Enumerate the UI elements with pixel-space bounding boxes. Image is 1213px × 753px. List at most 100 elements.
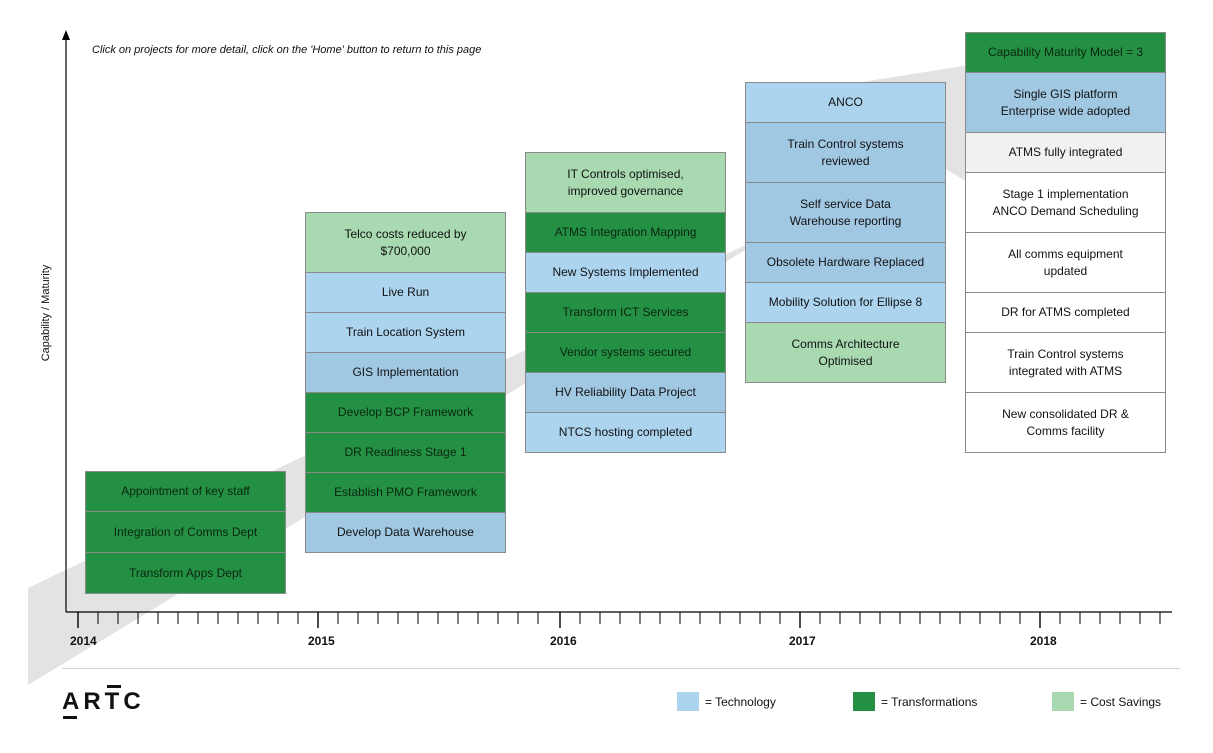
project-box[interactable]: Self service Data Warehouse reporting [745, 182, 946, 243]
project-label: All comms equipment updated [1008, 246, 1123, 280]
project-box[interactable]: Vendor systems secured [525, 332, 726, 373]
project-label: Transform Apps Dept [129, 565, 242, 582]
project-label: Self service Data Warehouse reporting [790, 196, 902, 230]
project-label-line: Train Control systems [787, 136, 904, 151]
project-label: GIS Implementation [352, 364, 458, 381]
project-box[interactable]: HV Reliability Data Project [525, 372, 726, 413]
project-box[interactable]: Train Control systems reviewed [745, 122, 946, 183]
project-label-line: updated [1043, 263, 1088, 278]
year-label-2018: 2018 [1030, 634, 1057, 648]
project-label-line: Vendor systems secured [559, 345, 692, 359]
project-box[interactable]: Live Run [305, 272, 506, 313]
project-box[interactable]: New consolidated DR & Comms facility [965, 392, 1166, 453]
project-label-line: Train Location System [346, 325, 465, 339]
project-label-line: Live Run [381, 285, 430, 299]
footer-divider [62, 668, 1180, 669]
project-box[interactable]: Stage 1 implementation ANCO Demand Schedu… [965, 172, 1166, 233]
project-label-line: $700,000 [380, 243, 431, 258]
project-label: Develop BCP Framework [338, 404, 473, 421]
year-label-2017: 2017 [789, 634, 816, 648]
project-box[interactable]: Transform ICT Services [525, 292, 726, 333]
project-box[interactable]: Train Control systems integrated with ATM… [965, 332, 1166, 393]
project-label-line: Enterprise wide adopted [1000, 103, 1131, 118]
project-box[interactable]: Appointment of key staff [85, 471, 286, 512]
project-label-line: Comms facility [1026, 423, 1105, 438]
project-label: Train Control systems reviewed [787, 136, 903, 170]
project-label: Stage 1 implementation ANCO Demand Schedu… [992, 186, 1138, 220]
project-label: Integration of Comms Dept [114, 524, 257, 541]
project-label: ATMS Integration Mapping [555, 224, 697, 241]
project-box[interactable]: IT Controls optimised, improved governanc… [525, 152, 726, 213]
project-box[interactable]: ANCO [745, 82, 946, 123]
project-label: New consolidated DR & Comms facility [1002, 406, 1129, 440]
year-label-2015: 2015 [308, 634, 335, 648]
legend-cost-savings-label: = Cost Savings [1080, 694, 1162, 709]
project-label-line: ATMS fully integrated [1008, 145, 1123, 159]
project-box[interactable]: ATMS fully integrated [965, 132, 1166, 173]
project-label: Obsolete Hardware Replaced [767, 254, 924, 271]
project-label: Comms Architecture Optimised [791, 336, 899, 370]
y-axis-arrowhead [62, 30, 70, 40]
project-label-line: Develop BCP Framework [337, 405, 474, 419]
project-label-line: Establish PMO Framework [334, 485, 477, 499]
y-axis-label: Capability / Maturity [40, 264, 52, 362]
project-box[interactable]: Single GIS platform Enterprise wide adopt… [965, 72, 1166, 133]
project-label-line: All comms equipment [1008, 246, 1123, 261]
project-box[interactable]: Train Location System [305, 312, 506, 353]
project-box[interactable]: Mobility Solution for Ellipse 8 [745, 282, 946, 323]
project-label: Mobility Solution for Ellipse 8 [769, 294, 922, 311]
project-box[interactable]: Obsolete Hardware Replaced [745, 242, 946, 283]
project-label-line: improved governance [567, 183, 684, 198]
project-box[interactable]: DR for ATMS completed [965, 292, 1166, 333]
instruction-text: Click on projects for more detail, click… [92, 44, 482, 56]
project-box[interactable]: Develop BCP Framework [305, 392, 506, 433]
project-label-line: IT Controls optimised, [567, 166, 684, 181]
legend-cost-savings: = Cost Savings [1052, 692, 1161, 711]
project-label-line: Single GIS platform [1013, 86, 1118, 101]
project-label: New Systems Implemented [552, 264, 698, 281]
project-box[interactable]: DR Readiness Stage 1 [305, 432, 506, 473]
project-box[interactable]: Develop Data Warehouse [305, 512, 506, 553]
project-box[interactable]: New Systems Implemented [525, 252, 726, 293]
project-box[interactable]: All comms equipment updated [965, 232, 1166, 293]
project-label-line: NTCS hosting completed [558, 425, 693, 439]
project-box[interactable]: Transform Apps Dept [85, 552, 286, 594]
project-label: IT Controls optimised, improved governanc… [567, 166, 684, 200]
project-label-line: ATMS Integration Mapping [554, 225, 697, 239]
project-label: Live Run [382, 284, 429, 301]
legend-technology-label: = Technology [705, 694, 776, 709]
logo-overline [107, 685, 121, 688]
project-label-line: Capability Maturity Model = 3 [987, 45, 1144, 59]
project-box[interactable]: ATMS Integration Mapping [525, 212, 726, 253]
project-label: Develop Data Warehouse [337, 524, 474, 541]
project-label: Single GIS platform Enterprise wide adopt… [1001, 86, 1130, 120]
project-label: Capability Maturity Model = 3 [988, 44, 1143, 61]
artc-logo: ARTC [62, 688, 145, 715]
project-label-line: DR for ATMS completed [1001, 305, 1130, 319]
year-label-2016: 2016 [550, 634, 577, 648]
project-label: Train Location System [346, 324, 465, 341]
legend-technology: = Technology [677, 692, 776, 711]
project-label-line: Stage 1 implementation [1002, 186, 1129, 201]
project-label: ANCO [828, 94, 863, 111]
project-label: Appointment of key staff [121, 483, 250, 500]
project-box[interactable]: Integration of Comms Dept [85, 511, 286, 553]
logo-underline [63, 716, 77, 719]
project-box[interactable]: Telco costs reduced by $700,000 [305, 212, 506, 273]
project-label: Transform ICT Services [562, 304, 688, 321]
x-axis-ticks [77, 612, 1161, 628]
project-box[interactable]: Capability Maturity Model = 3 [965, 32, 1166, 73]
project-label-line: Optimised [818, 353, 873, 368]
project-label-line: Comms Architecture [791, 336, 900, 351]
project-box[interactable]: Comms Architecture Optimised [745, 322, 946, 383]
project-box[interactable]: Establish PMO Framework [305, 472, 506, 513]
project-label-line: Integration of Comms Dept [113, 524, 258, 539]
project-box[interactable]: NTCS hosting completed [525, 412, 726, 453]
project-label: DR for ATMS completed [1001, 304, 1129, 321]
year-label-2014: 2014 [70, 634, 97, 648]
project-label: Telco costs reduced by $700,000 [344, 226, 466, 260]
project-box[interactable]: GIS Implementation [305, 352, 506, 393]
legend-transformations: = Transformations [853, 692, 977, 711]
project-label-line: DR Readiness Stage 1 [344, 445, 467, 459]
